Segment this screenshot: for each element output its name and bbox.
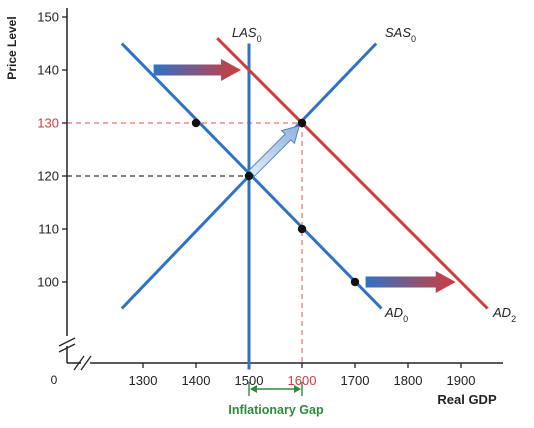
inflationary-gap: Inflationary Gap [228,382,324,417]
data-point [297,118,307,128]
origin-label: 0 [51,373,58,387]
shift-arrow-2 [365,271,456,293]
ad0-label: AD0 [384,305,408,324]
gap-arrowhead-left [250,385,257,393]
y-axis-label: Price Level [5,16,19,79]
x-tick-label: 1600 [288,373,317,388]
sas0-label: SAS0 [385,25,416,44]
x-tick-label: 1400 [182,373,211,388]
y-axis-break [58,337,76,353]
data-points [191,118,360,287]
ad2-label: AD2 [492,305,516,324]
las0-label: LAS0 [232,25,262,44]
x-tick-label: 1700 [341,373,370,388]
gap-label: Inflationary Gap [228,403,324,417]
shift-arrow-1 [153,59,242,81]
data-point [191,118,201,128]
curves [120,37,489,370]
y-tick-label: 130 [37,116,59,131]
x-tick-label: 1300 [129,373,158,388]
y-tick-label: 110 [38,222,59,237]
y-tick-label: 150 [37,10,59,25]
curve-labels: LAS0 SAS0 AD0 AD2 [232,25,516,324]
data-point [244,171,254,181]
x-axis-break [73,355,92,371]
x-tick-label: 1900 [447,373,476,388]
gap-arrowhead-right [294,385,301,393]
arrows [153,59,456,293]
x-axis-label: Real GDP [437,392,497,407]
data-point [297,224,307,234]
movement-arrow [248,124,301,177]
x-tick-label: 1800 [394,373,423,388]
y-tick-label: 120 [37,169,59,184]
axes: 100 110 120 130 140 150 1300 1400 1500 1600 1700 1… [5,8,503,407]
x-tick-label: 1500 [235,373,264,388]
y-tick-label: 140 [37,63,59,78]
y-tick-label: 100 [37,275,59,290]
data-point [350,277,360,287]
ad2-curve [216,37,489,310]
y-axis-ticks: 100 110 120 130 140 150 [37,10,67,290]
